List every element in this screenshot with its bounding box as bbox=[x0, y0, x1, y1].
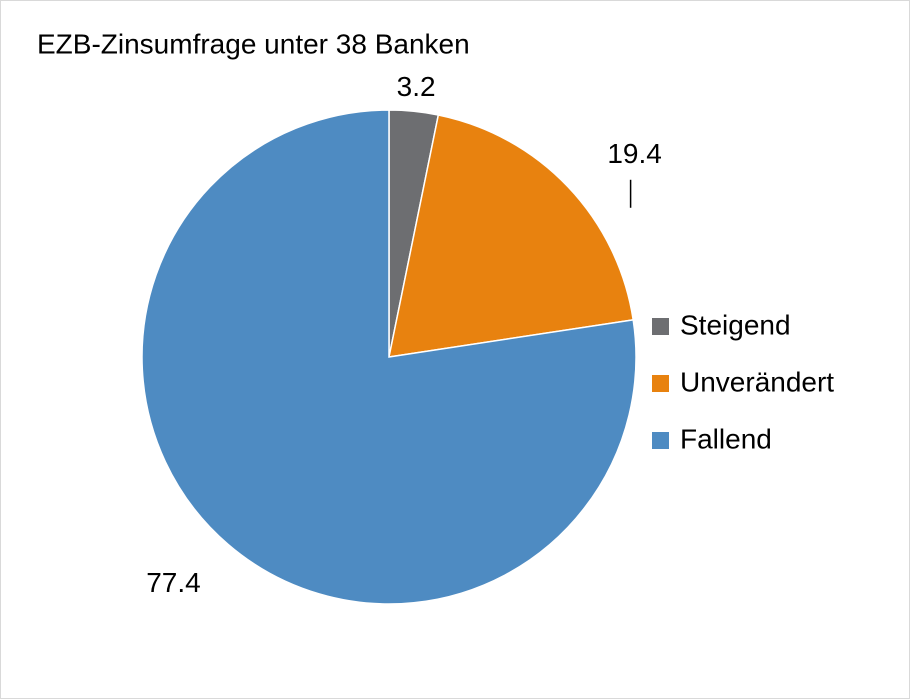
data-label: 3.2 bbox=[397, 71, 436, 102]
data-label: 77.4 bbox=[146, 567, 201, 598]
legend-swatch bbox=[652, 318, 669, 335]
pie-slice bbox=[141, 109, 637, 605]
pie-slice bbox=[388, 114, 635, 358]
data-label: 19.4 bbox=[607, 138, 662, 169]
legend-swatch bbox=[652, 375, 669, 392]
legend-label: Steigend bbox=[680, 309, 791, 340]
legend-label: Fallend bbox=[680, 423, 772, 454]
legend-label: Unverändert bbox=[680, 366, 834, 397]
chart-title: EZB-Zinsumfrage unter 38 Banken bbox=[37, 28, 470, 59]
legend-swatch bbox=[652, 432, 669, 449]
